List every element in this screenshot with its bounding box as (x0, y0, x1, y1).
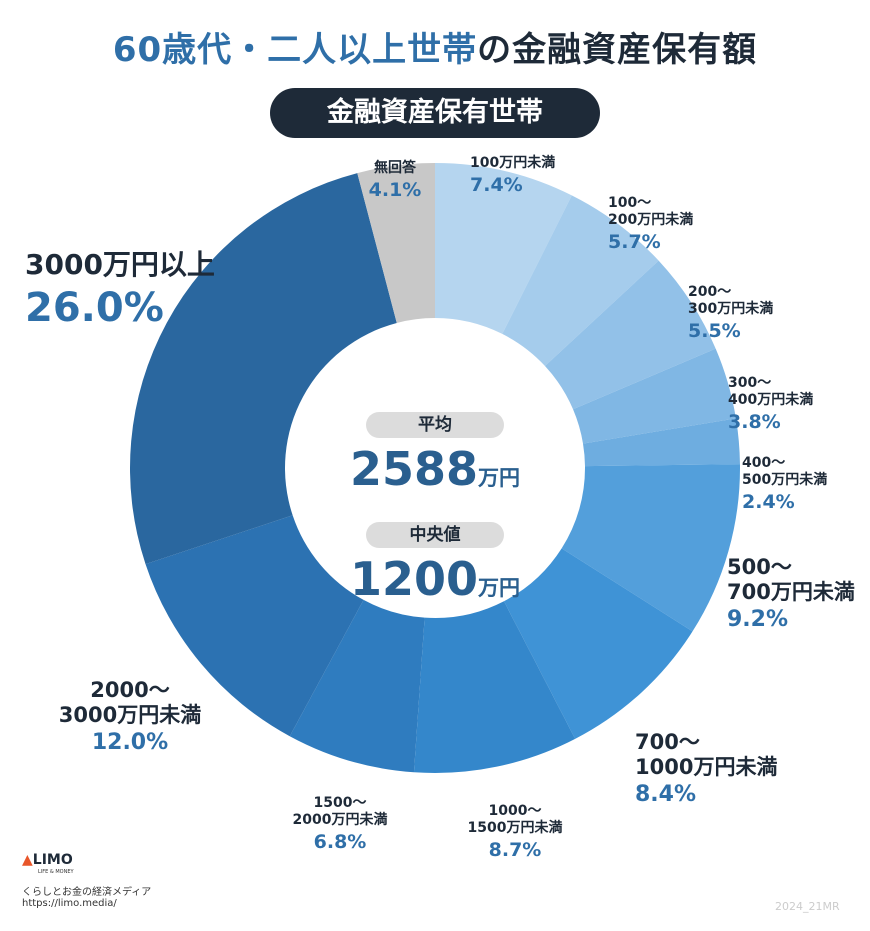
slice (413, 601, 576, 773)
slice-label: 200～ 300万円未満 5.5% (688, 284, 773, 342)
category-label: 1000～ 1500万円未満 (467, 803, 563, 836)
slice (502, 195, 659, 367)
slice-label: 2000～ 3000万円未満 12.0% (20, 678, 240, 757)
median-number: 1200 (349, 552, 479, 606)
median-label: 中央値 (366, 522, 504, 548)
category-label: 400～ 500万円未満 (742, 455, 828, 488)
category-label: 500～ 700万円未満 (727, 555, 855, 605)
slice (583, 418, 740, 467)
slice-label: 1000～ 1500万円未満 8.7% (440, 803, 590, 861)
value-label: 6.8% (313, 830, 367, 853)
value-label: 26.0% (25, 284, 164, 331)
median-value: 1200万円 (300, 552, 570, 606)
slice (544, 260, 716, 410)
value-label: 9.2% (727, 607, 789, 633)
slice (435, 163, 572, 334)
logo-text: LIMO (32, 852, 73, 868)
title-rest: の金融資産保有額 (477, 30, 758, 70)
slice-label: 100万円未満 7.4% (470, 155, 555, 197)
slice-label: 400～ 500万円未満 2.4% (742, 455, 827, 513)
slice-label: 300～ 400万円未満 3.8% (728, 375, 813, 433)
mean-value: 2588万円 (300, 442, 570, 496)
slice (561, 464, 740, 632)
tagline: くらしとお金の経済メディア (22, 887, 152, 898)
value-label: 5.7% (608, 230, 661, 253)
slice (289, 599, 425, 773)
category-label: 200～ 300万円未満 (688, 284, 774, 317)
category-label: 3000万円以上 (25, 248, 215, 281)
slice (130, 173, 397, 565)
chart-title: 60歳代・二人以上世帯の金融資産保有額 (0, 22, 870, 71)
url: https://limo.media/ (22, 898, 117, 909)
slice (573, 348, 736, 444)
median-unit: 万円 (478, 576, 521, 600)
logo-sub: LIFE & MONEY (38, 869, 74, 875)
slice-label: 100～ 200万円未満 5.7% (608, 195, 693, 253)
logo: ▲LIMO (22, 852, 73, 868)
value-label: 8.7% (488, 838, 542, 861)
value-label: 12.0% (91, 730, 169, 756)
slice-label: 3000万円以上 26.0% (25, 248, 215, 332)
value-label: 4.1% (368, 178, 422, 201)
code: 2024_21MR (775, 900, 840, 913)
title-highlight: 60歳代・二人以上世帯 (112, 30, 478, 70)
category-label: 300～ 400万円未満 (728, 375, 814, 408)
value-label: 8.4% (635, 782, 697, 808)
slice (357, 163, 435, 323)
value-label: 7.4% (470, 173, 523, 196)
category-label: 100～ 200万円未満 (608, 195, 694, 228)
mean-number: 2588 (349, 442, 479, 496)
slice-label: 500～ 700万円未満 9.2% (727, 555, 855, 634)
value-label: 5.5% (688, 319, 741, 342)
slice-label: 1500～ 2000万円未満 6.8% (270, 795, 410, 853)
category-label: 2000～ 3000万円未満 (58, 678, 202, 728)
slice-label: 700～ 1000万円未満 8.4% (635, 730, 777, 809)
category-label: 100万円未満 (470, 155, 556, 171)
slice (503, 548, 693, 739)
value-label: 3.8% (728, 410, 781, 433)
value-label: 2.4% (742, 490, 795, 513)
mean-unit: 万円 (478, 466, 521, 490)
mean-label: 平均 (366, 412, 504, 438)
category-label: 無回答 (374, 160, 416, 176)
subtitle: 金融資産保有世帯 (270, 88, 600, 138)
category-label: 1500～ 2000万円未満 (292, 795, 388, 828)
slice (145, 515, 364, 737)
slice-label: 無回答 4.1% (355, 160, 435, 202)
category-label: 700～ 1000万円未満 (635, 730, 778, 780)
